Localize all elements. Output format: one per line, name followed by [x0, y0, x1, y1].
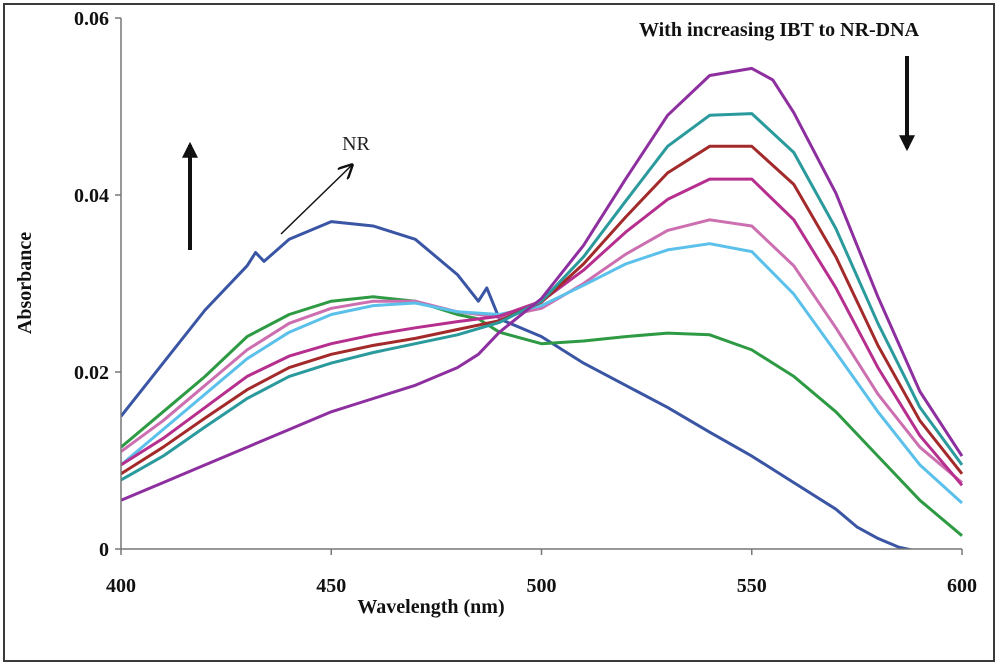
tick-layer: 400 450 500 550 600 0 0.02 0.04 0.06 — [74, 8, 977, 597]
series-line-7 — [121, 112, 964, 482]
y-axis-title: Absorbance — [14, 232, 36, 334]
x-tick-label: 550 — [737, 575, 767, 597]
x-tick-label: 600 — [947, 575, 977, 597]
nr-arrow — [280, 165, 352, 235]
series-line-5 — [121, 177, 964, 487]
x-tick-label: 500 — [527, 575, 557, 597]
y-tick-label: 0 — [99, 539, 109, 561]
y-tick-label: 0.06 — [74, 8, 109, 30]
series-line-2 — [121, 295, 963, 537]
x-tick-label: 450 — [316, 575, 346, 597]
series-line-8 — [121, 66, 964, 502]
increase-annotation: With increasing IBT to NR-DNA — [639, 19, 920, 41]
nr-label: NR — [342, 133, 370, 155]
series-line-4 — [121, 242, 964, 505]
y-tick-label: 0.04 — [74, 185, 109, 207]
x-tick-label: 400 — [106, 575, 136, 597]
series-line-1 — [121, 220, 915, 549]
y-tick-label: 0.02 — [74, 362, 109, 384]
series-line-3 — [121, 218, 963, 484]
x-axis-title: Wavelength (nm) — [357, 596, 504, 618]
series-layer — [121, 66, 964, 549]
